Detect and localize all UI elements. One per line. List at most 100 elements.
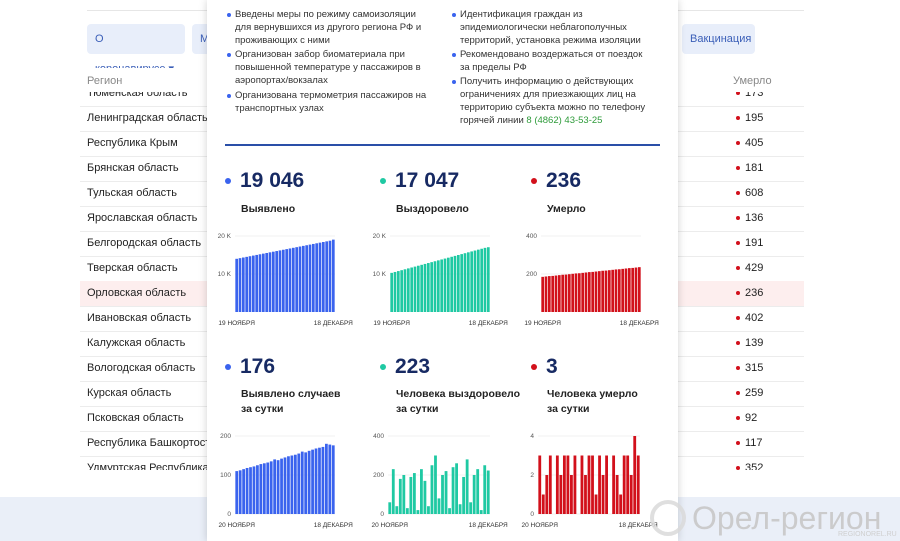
bar bbox=[292, 247, 295, 312]
bar bbox=[405, 508, 409, 514]
charts: 10 K 20 K 19 НОЯБРЯ 18 ДЕКАБРЯ 10 K 20 K 19 НО… bbox=[218, 233, 660, 529]
bar bbox=[245, 256, 248, 312]
stat-bullet bbox=[380, 364, 386, 370]
bar bbox=[276, 460, 280, 514]
x-tick-label: 19 НОЯБРЯ bbox=[373, 320, 410, 327]
death-dot bbox=[736, 91, 740, 95]
death-count: 92 bbox=[745, 412, 758, 424]
y-tick-label: 0 bbox=[380, 511, 384, 518]
measure-text: Введены меры по режиму самоизоляции для … bbox=[227, 8, 430, 47]
death-dot bbox=[736, 441, 740, 445]
bar bbox=[450, 256, 453, 312]
stat-label: Умерло bbox=[547, 203, 586, 215]
bar bbox=[477, 249, 480, 312]
region-name: Белгородская область bbox=[87, 237, 202, 249]
death-dot bbox=[736, 391, 740, 395]
bar bbox=[458, 504, 462, 514]
stat-value: 176 bbox=[240, 355, 276, 378]
bar bbox=[400, 270, 403, 312]
bar bbox=[328, 240, 332, 312]
tab-label[interactable]: Вакцинация bbox=[690, 33, 752, 45]
bar bbox=[427, 506, 430, 514]
bar bbox=[315, 243, 318, 312]
bar bbox=[541, 494, 545, 514]
bar bbox=[307, 450, 311, 514]
stat-value: 223 bbox=[395, 355, 431, 378]
bar bbox=[318, 447, 321, 514]
bar bbox=[483, 247, 487, 312]
bar bbox=[410, 267, 413, 312]
bar bbox=[437, 498, 441, 514]
bar bbox=[570, 475, 573, 514]
hotline-phone: 8 (4862) 43-53-25 bbox=[526, 115, 603, 126]
y-tick-label: 10 K bbox=[218, 271, 232, 278]
bar bbox=[615, 475, 619, 514]
stat-label: за сутки bbox=[241, 403, 284, 415]
y-tick-label: 200 bbox=[526, 271, 537, 278]
bar bbox=[636, 455, 640, 514]
bar bbox=[256, 465, 259, 514]
measure-text: Организован забор биоматериала при повыш… bbox=[227, 48, 430, 87]
bar bbox=[554, 275, 558, 312]
bar bbox=[612, 455, 616, 514]
bar bbox=[451, 467, 455, 514]
bar bbox=[440, 259, 443, 312]
bar bbox=[578, 273, 581, 312]
bar bbox=[473, 250, 477, 312]
bar bbox=[430, 465, 434, 514]
bar bbox=[443, 258, 447, 312]
header-cell: Регион bbox=[87, 75, 123, 87]
bar bbox=[391, 469, 395, 514]
bar bbox=[480, 248, 483, 312]
death-dot bbox=[736, 116, 740, 120]
bar bbox=[444, 471, 448, 514]
bar bbox=[581, 272, 584, 312]
death-count: 191 bbox=[745, 237, 764, 249]
bar bbox=[265, 252, 268, 312]
stat-value: 236 bbox=[546, 169, 582, 192]
y-tick-label: 200 bbox=[220, 433, 231, 440]
stat-bullet bbox=[531, 364, 537, 370]
y-tick-label: 200 bbox=[373, 472, 384, 479]
y-tick-label: 0 bbox=[227, 511, 231, 518]
region-name: Курская область bbox=[87, 387, 172, 399]
bar bbox=[268, 252, 272, 312]
logo bbox=[650, 500, 686, 536]
bar bbox=[403, 269, 407, 312]
x-tick-label: 20 НОЯБРЯ bbox=[218, 522, 255, 529]
tab-label[interactable]: М bbox=[200, 33, 210, 45]
y-tick-label: 400 bbox=[373, 433, 384, 440]
death-dot bbox=[736, 341, 740, 345]
bar bbox=[249, 467, 252, 514]
y-tick-label: 400 bbox=[526, 233, 537, 240]
stat-value: 17 047 bbox=[395, 169, 460, 192]
measure-text: Получить информацию о действующих ограни… bbox=[452, 75, 650, 127]
stat-bullet bbox=[225, 178, 231, 184]
bar bbox=[467, 252, 470, 312]
bar bbox=[614, 269, 618, 312]
bar bbox=[266, 462, 270, 514]
bar bbox=[470, 251, 473, 312]
bar bbox=[245, 467, 249, 514]
bar bbox=[629, 475, 633, 514]
stat-label: Человека умерло bbox=[547, 388, 638, 400]
bar bbox=[598, 271, 601, 312]
bar bbox=[252, 466, 256, 514]
death-dot bbox=[736, 241, 740, 245]
bar bbox=[566, 455, 570, 514]
bar bbox=[601, 270, 604, 312]
bar bbox=[628, 268, 631, 312]
death-dot bbox=[736, 266, 740, 270]
watermark-url: REGIONOREL.RU bbox=[838, 531, 897, 538]
region-name: Республика Башкортостан bbox=[87, 437, 223, 449]
bar bbox=[621, 268, 624, 312]
bar bbox=[486, 470, 490, 514]
tab[interactable]: Вакцинация bbox=[682, 24, 755, 54]
bar bbox=[598, 455, 601, 514]
bar bbox=[548, 455, 552, 514]
bar bbox=[423, 480, 427, 514]
bar bbox=[388, 502, 392, 514]
table-row: Удмуртская Республика 352 bbox=[80, 456, 804, 470]
bar bbox=[634, 267, 638, 312]
bar bbox=[407, 268, 410, 312]
